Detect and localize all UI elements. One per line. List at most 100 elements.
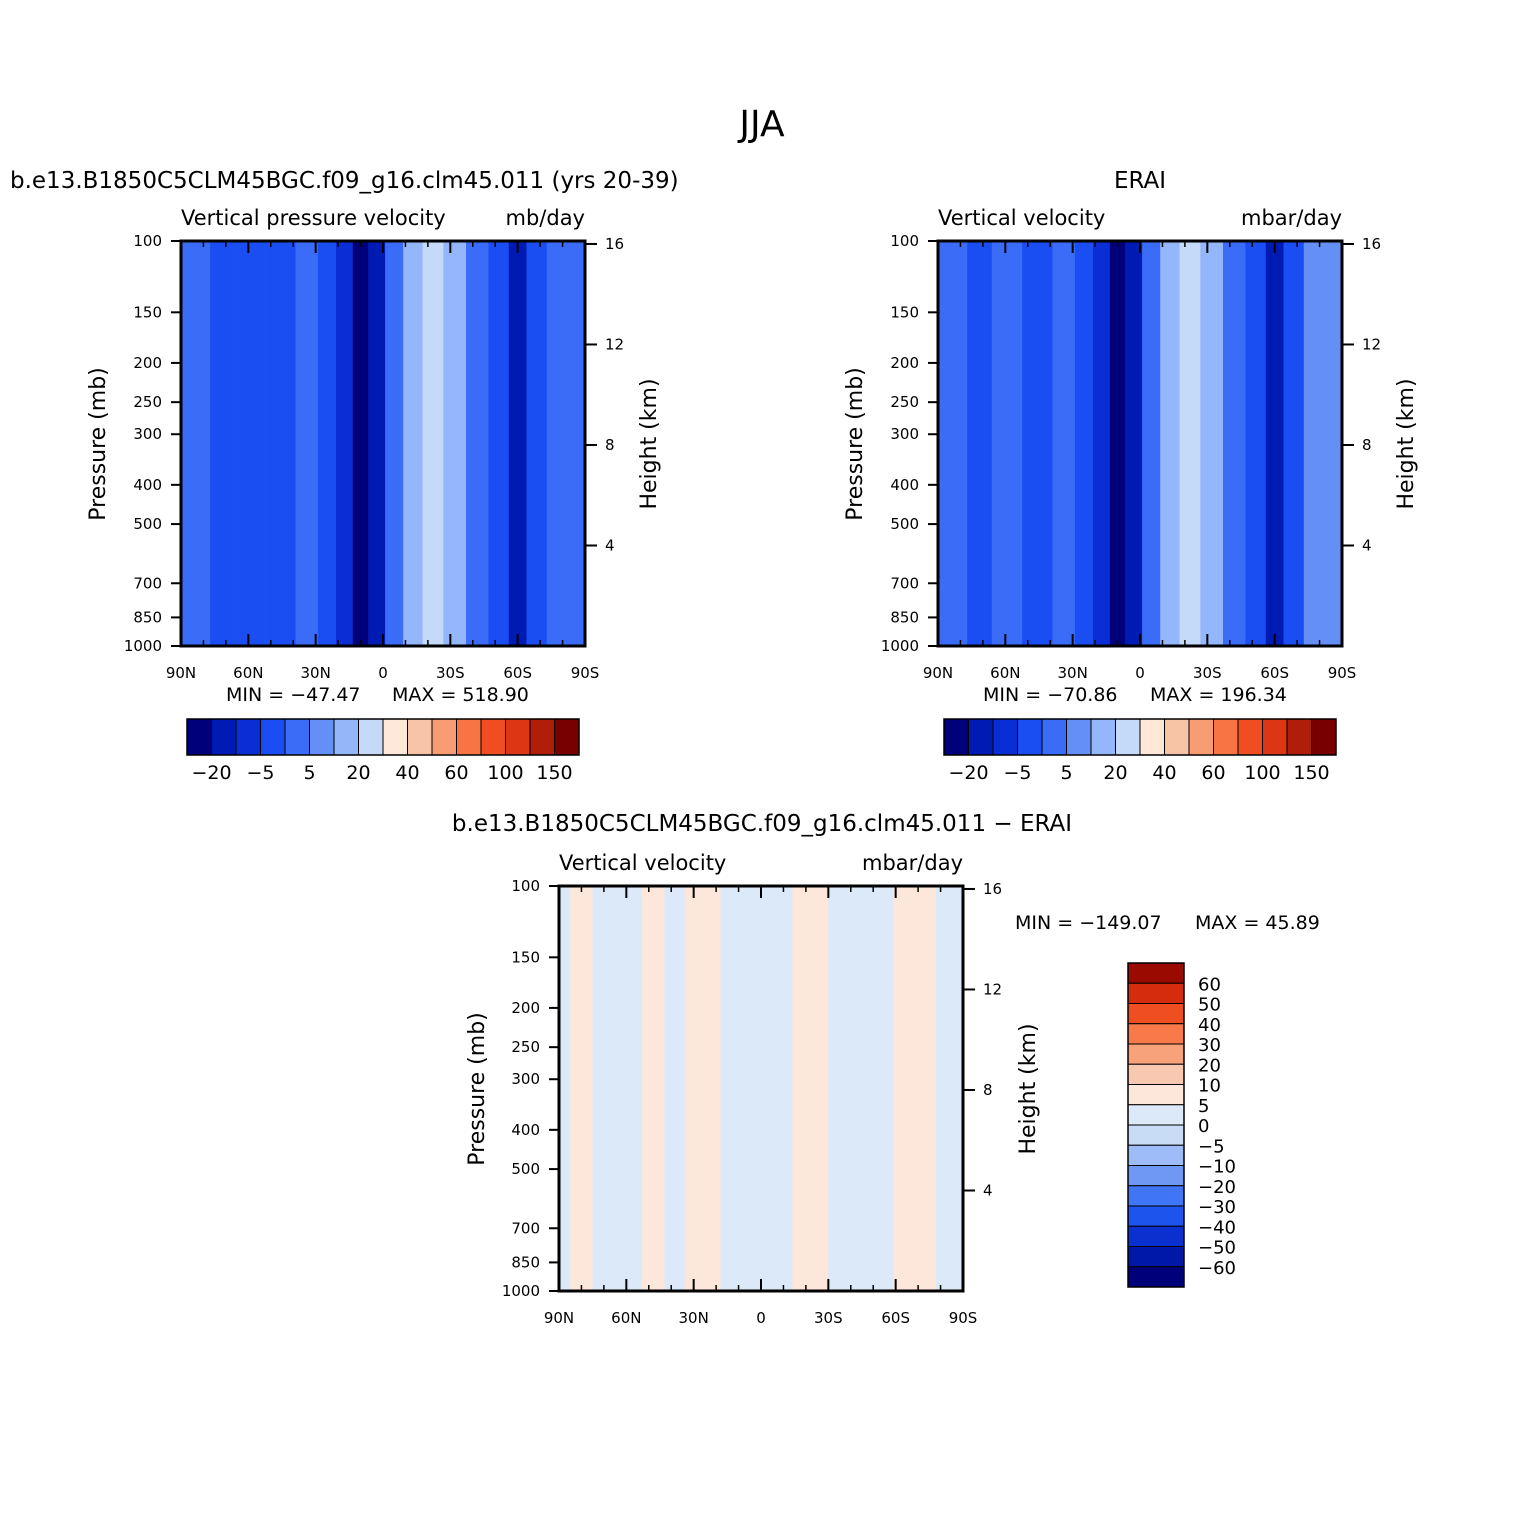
model-y-tick-label: 400 bbox=[133, 476, 162, 494]
diff-colorbar-box bbox=[1127, 1165, 1185, 1187]
diff-x-tick-label: 60N bbox=[611, 1309, 641, 1327]
model-x-tick-label: 30S bbox=[436, 664, 465, 682]
diff-colorbar-label: 5 bbox=[1198, 1096, 1209, 1117]
obs-field-band bbox=[991, 241, 1023, 646]
obs-ylabel: Pressure (mb) bbox=[843, 367, 868, 521]
model-field-band bbox=[385, 241, 404, 646]
model-field-band bbox=[571, 241, 585, 646]
model-colorbar-box bbox=[358, 718, 384, 756]
diff-min-label: MIN = −149.07 bbox=[1015, 912, 1162, 934]
model-max-label: MAX = 518.90 bbox=[392, 684, 529, 706]
obs-field-band bbox=[1109, 241, 1126, 646]
model-y-tick-label: 250 bbox=[133, 393, 162, 411]
obs-x-tick-label: 90S bbox=[1328, 664, 1357, 682]
obs-field-band bbox=[1179, 241, 1201, 646]
model-field-band bbox=[352, 241, 369, 646]
diff-colorbar-label: −20 bbox=[1198, 1177, 1236, 1198]
model-field-band bbox=[466, 241, 489, 646]
obs-height-tick-label: 4 bbox=[1362, 536, 1372, 554]
obs-x-tick-label: 30N bbox=[1058, 664, 1088, 682]
diff-panel: b.e13.B1850C5CLM45BGC.f09_g16.clm45.011 … bbox=[452, 811, 1320, 1327]
diff-colorbar-label: −30 bbox=[1198, 1197, 1236, 1218]
diff-colorbar-box bbox=[1127, 1084, 1185, 1106]
diff-field-band bbox=[893, 886, 916, 1291]
obs-field-band bbox=[938, 241, 947, 646]
obs-field-band bbox=[1303, 241, 1329, 646]
diff-y-tick-label: 400 bbox=[511, 1121, 540, 1139]
model-colorbar-box bbox=[456, 718, 482, 756]
model-height-tick-label: 16 bbox=[605, 235, 624, 253]
model-subtitle-left: Vertical pressure velocity bbox=[181, 206, 446, 230]
model-colorbar-box bbox=[186, 718, 212, 756]
model-colorbar-label: 5 bbox=[303, 762, 315, 784]
obs-y-tick-label: 1000 bbox=[881, 637, 919, 655]
model-height-tick-label: 8 bbox=[605, 436, 615, 454]
diff-field-band bbox=[774, 886, 793, 1291]
model-field-band bbox=[317, 241, 336, 646]
diff-field-band bbox=[936, 886, 955, 1291]
obs-field-band bbox=[1283, 241, 1304, 646]
diff-y-tick-label: 200 bbox=[511, 999, 540, 1017]
model-colorbar-label: 100 bbox=[487, 762, 523, 784]
obs-colorbar-frame bbox=[943, 718, 1337, 756]
obs-colorbar-label: 20 bbox=[1103, 762, 1127, 784]
diff-colorbar-box bbox=[1127, 1225, 1185, 1247]
diff-field-band bbox=[559, 886, 571, 1291]
obs-height-tick-label: 8 bbox=[1362, 436, 1372, 454]
obs-x-tick-label: 90N bbox=[923, 664, 953, 682]
model-colorbar-label: −5 bbox=[246, 762, 274, 784]
diff-field-band bbox=[684, 886, 703, 1291]
obs-x-tick-label: 30S bbox=[1193, 664, 1222, 682]
obs-x-tick-label: 60S bbox=[1260, 664, 1289, 682]
obs-colorbar-label: 5 bbox=[1060, 762, 1072, 784]
obs-x-tick-label: 0 bbox=[1135, 664, 1145, 682]
obs-colorbar-box bbox=[1164, 718, 1190, 756]
model-colorbar-box bbox=[407, 718, 433, 756]
diff-y-tick-label: 250 bbox=[511, 1038, 540, 1056]
obs-y-tick-label: 250 bbox=[890, 393, 919, 411]
model-subtitle-right: mb/day bbox=[506, 206, 586, 230]
model-height-tick-label: 4 bbox=[605, 536, 615, 554]
model-colorbar-box bbox=[431, 718, 457, 756]
obs-field-band bbox=[1265, 241, 1284, 646]
obs-field-band bbox=[1160, 241, 1180, 646]
obs-colorbar-box bbox=[943, 718, 969, 756]
diff-x-tick-label: 30S bbox=[814, 1309, 843, 1327]
obs-colorbar-box bbox=[1066, 718, 1092, 756]
model-x-tick-label: 60N bbox=[233, 664, 263, 682]
diff-field-band bbox=[617, 886, 643, 1291]
obs-colorbar-box bbox=[1017, 718, 1043, 756]
model-field-band bbox=[546, 241, 572, 646]
diff-colorbar-box bbox=[1127, 1185, 1185, 1207]
obs-colorbar-box bbox=[1188, 718, 1214, 756]
diff-colorbar-label: −60 bbox=[1198, 1258, 1236, 1279]
diff-colorbar-label: −10 bbox=[1198, 1157, 1236, 1178]
diff-field-band bbox=[592, 886, 618, 1291]
model-y-tick-label: 100 bbox=[133, 232, 162, 250]
diff-colorbar-label: −5 bbox=[1198, 1136, 1225, 1157]
obs-colorbar-box bbox=[1213, 718, 1239, 756]
model-field-band bbox=[189, 241, 211, 646]
obs-colorbar-box bbox=[968, 718, 994, 756]
obs-min-label: MIN = −70.86 bbox=[983, 684, 1118, 706]
obs-ylabel-right: Height (km) bbox=[1394, 378, 1419, 509]
model-field-band bbox=[234, 241, 266, 646]
model-x-tick-label: 0 bbox=[378, 664, 388, 682]
obs-y-tick-label: 850 bbox=[890, 608, 919, 626]
model-colorbar-box bbox=[211, 718, 237, 756]
obs-colorbar-label: 100 bbox=[1244, 762, 1280, 784]
model-field-band bbox=[508, 241, 527, 646]
model-colorbar-box bbox=[284, 718, 310, 756]
obs-colorbar-box bbox=[1090, 718, 1116, 756]
diff-colorbar-box bbox=[1127, 1246, 1185, 1268]
diff-colorbar-label: 0 bbox=[1198, 1116, 1209, 1137]
model-min-label: MIN = −47.47 bbox=[226, 684, 361, 706]
model-x-tick-label: 30N bbox=[301, 664, 331, 682]
model-colorbar-box bbox=[554, 718, 580, 756]
obs-field-band bbox=[1022, 241, 1053, 646]
obs-panel: ERAI Vertical velocity mbar/day MIN = −7… bbox=[843, 168, 1419, 784]
obs-field-band bbox=[967, 241, 992, 646]
diff-ylabel-right: Height (km) bbox=[1016, 1023, 1041, 1154]
diff-field-band bbox=[848, 886, 871, 1291]
model-x-tick-label: 90N bbox=[166, 664, 196, 682]
